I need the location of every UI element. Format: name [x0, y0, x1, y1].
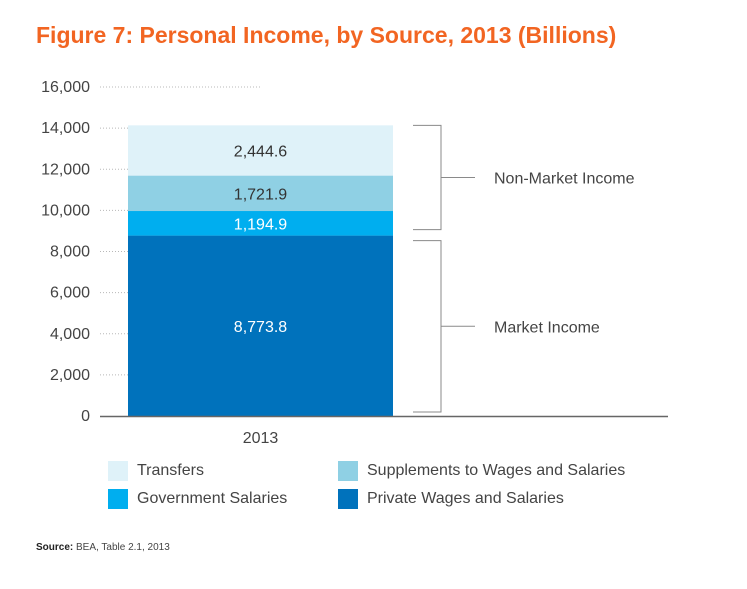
y-tick-label: 2,000 [50, 367, 90, 384]
legend-swatch [338, 489, 358, 509]
legend-swatch [108, 461, 128, 481]
y-tick-label: 6,000 [50, 285, 90, 302]
y-tick-label: 4,000 [50, 326, 90, 343]
y-tick-label: 12,000 [41, 161, 90, 178]
legend-label: Supplements to Wages and Salaries [367, 462, 626, 479]
y-tick-label: 8,000 [50, 244, 90, 261]
bar-segment [128, 125, 393, 176]
bar-segment [128, 211, 393, 236]
bracket [413, 124, 442, 231]
data-label: 2,444.6 [234, 143, 287, 160]
data-label: 8,773.8 [234, 319, 287, 336]
legend-label: Private Wages and Salaries [367, 490, 564, 507]
bar-segment [128, 235, 393, 416]
bar-segment [128, 175, 393, 212]
chart-title: Figure 7: Personal Income, by Source, 20… [36, 22, 617, 48]
annotation-label: Non-Market Income [494, 170, 635, 187]
legend-swatch [108, 489, 128, 509]
legend-label: Government Salaries [137, 490, 288, 507]
legend-item: Government Salaries [108, 489, 287, 509]
legend-swatch [338, 461, 358, 481]
data-label: 1,194.9 [234, 216, 287, 233]
legend-label: Transfers [137, 462, 204, 479]
legend-item: Transfers [108, 461, 204, 481]
source-note: Source: BEA, Table 2.1, 2013 [36, 542, 170, 553]
y-tick-label: 14,000 [41, 120, 90, 137]
y-tick-label: 16,000 [41, 79, 90, 96]
source-label: Source: [36, 542, 74, 553]
legend-item: Supplements to Wages and Salaries [338, 461, 625, 481]
data-label: 1,721.9 [234, 186, 287, 203]
annotation-label: Market Income [494, 319, 600, 336]
bracket [413, 240, 442, 413]
y-tick-label: 0 [81, 408, 90, 425]
legend-item: Private Wages and Salaries [338, 489, 564, 509]
y-tick-label: 10,000 [41, 202, 90, 219]
x-tick-label: 2013 [243, 430, 279, 447]
source-text: BEA, Table 2.1, 2013 [76, 542, 170, 553]
